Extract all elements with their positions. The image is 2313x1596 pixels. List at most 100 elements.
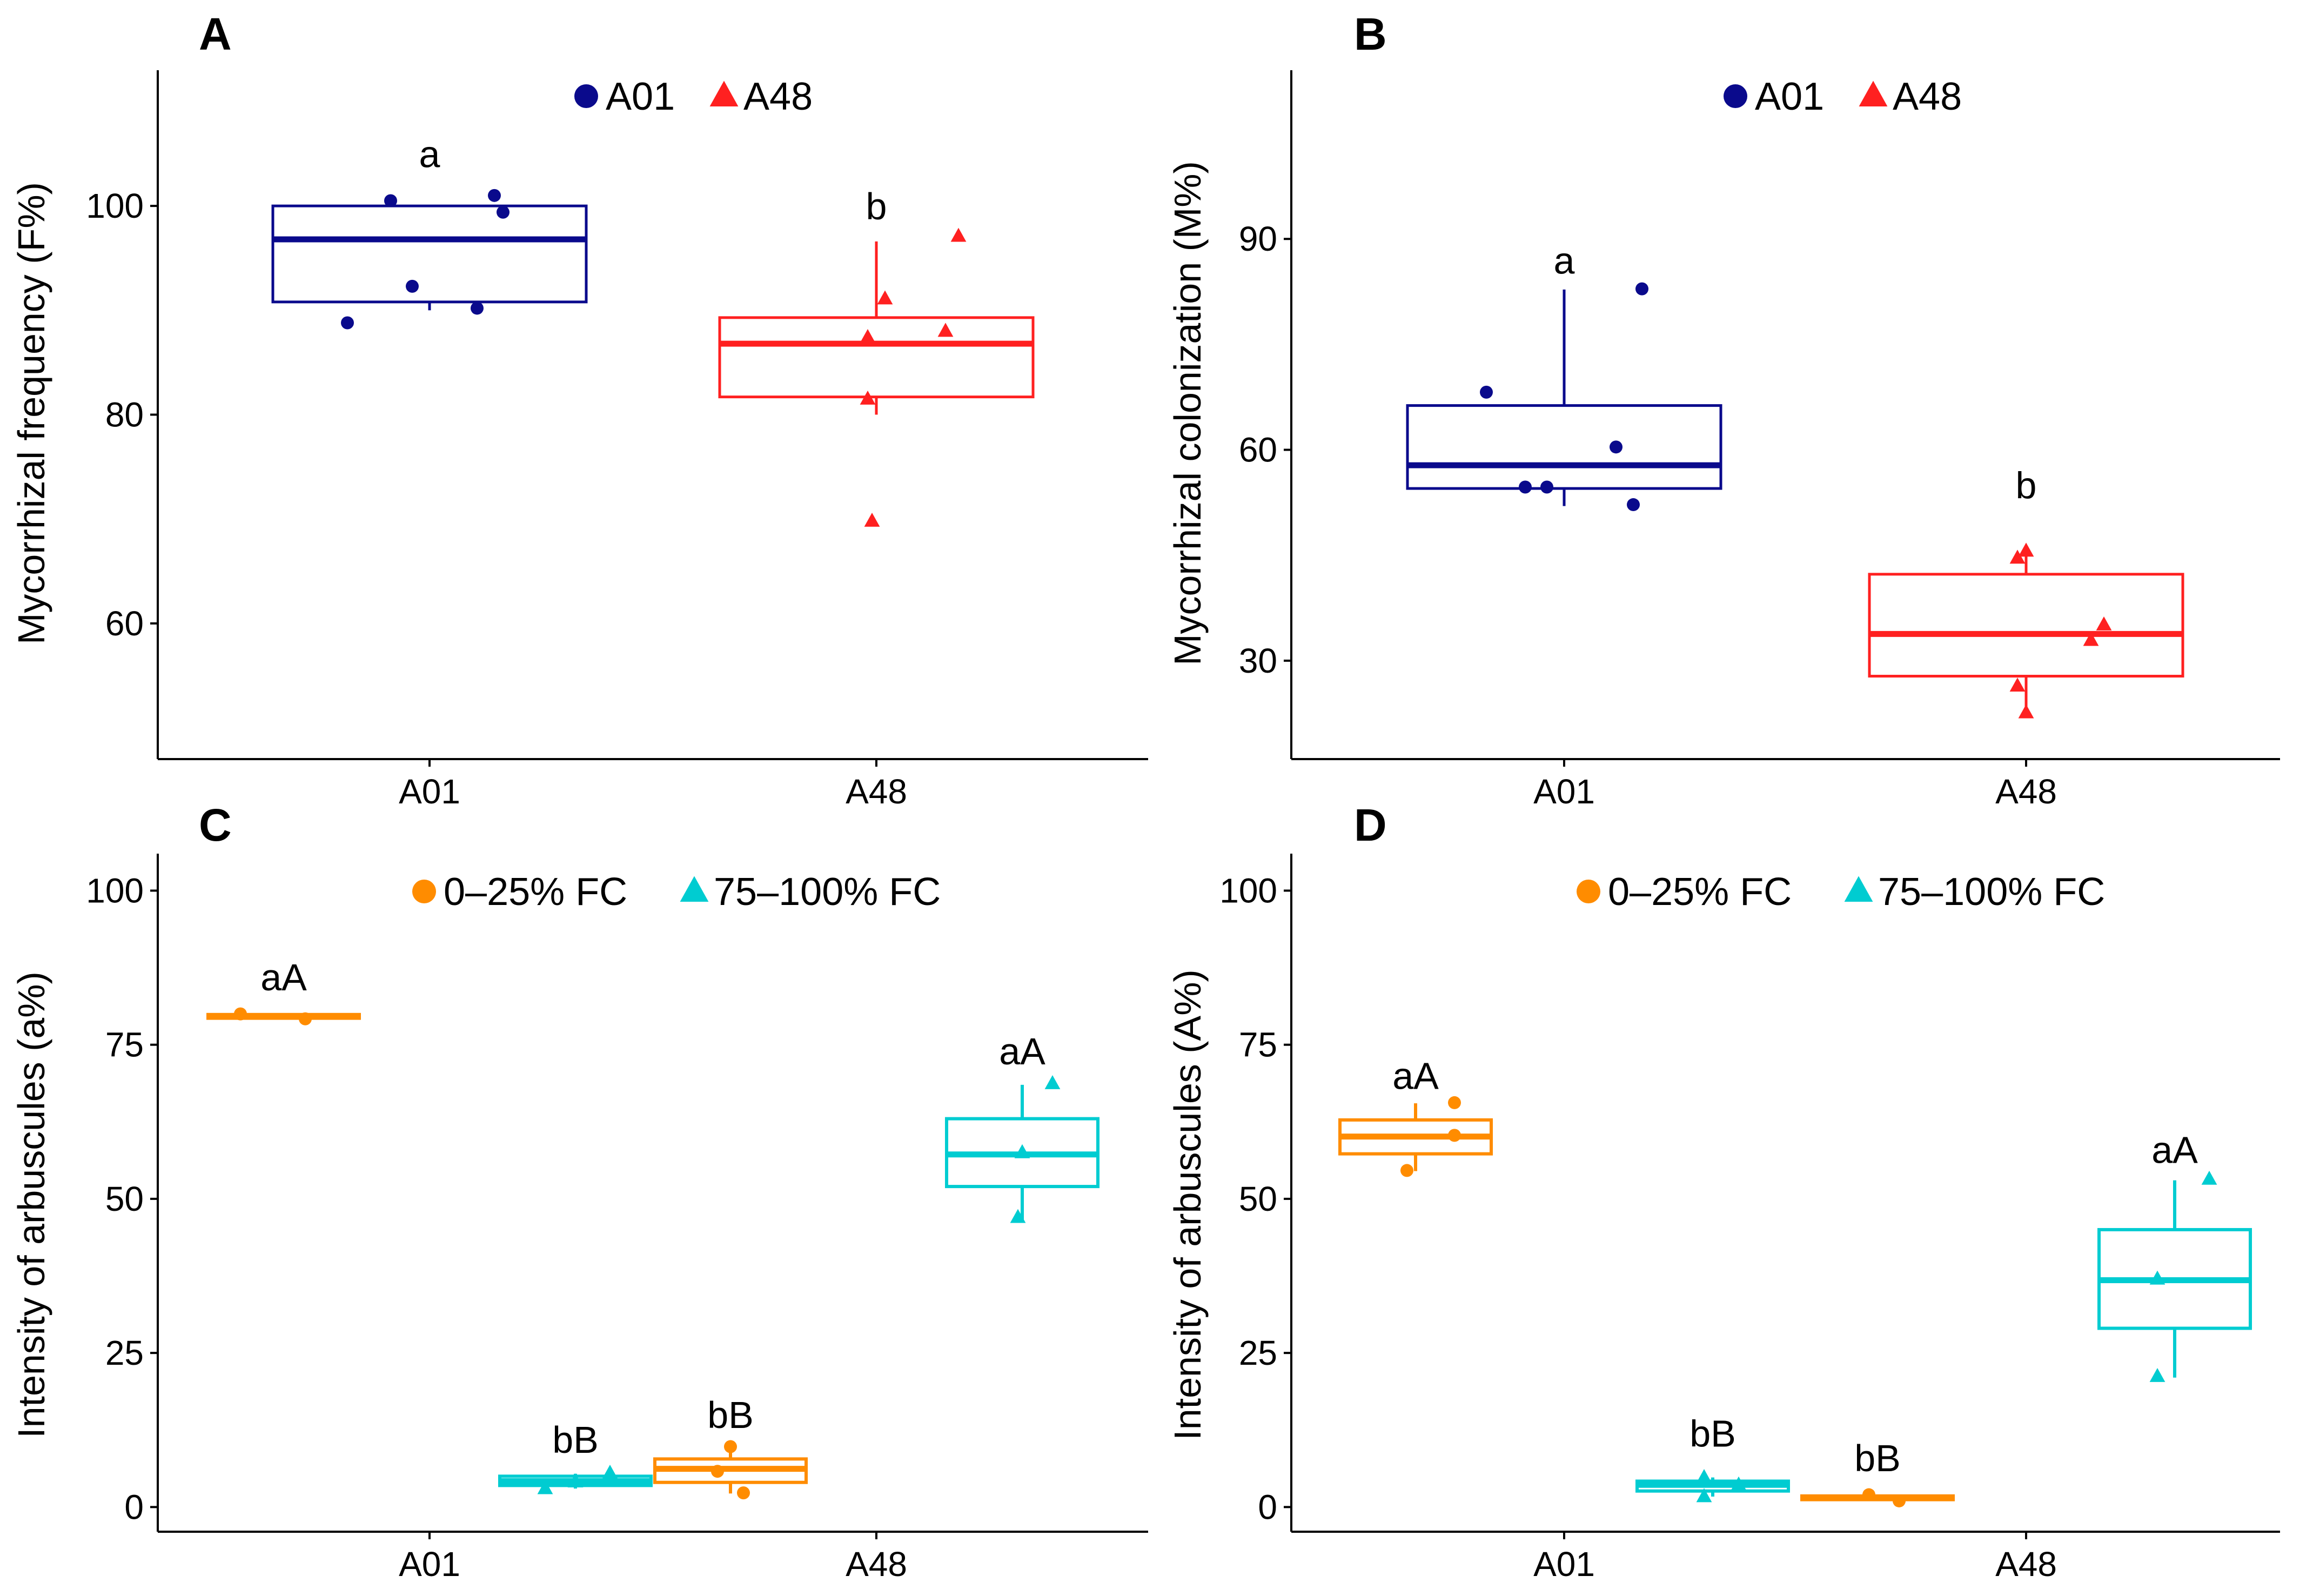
panel-c-box-3: aA	[945, 1030, 1099, 1223]
panel-c-x-tick-label: A01	[399, 1545, 460, 1584]
panel-d-box-2: bB	[1800, 1437, 1955, 1507]
panel-b-data-point	[2009, 678, 2026, 692]
panel-b-legend-item: A01	[1724, 75, 1824, 118]
panel-a-box-body	[718, 316, 1035, 399]
panel-c-legend-marker	[680, 876, 709, 902]
panel-c-box-0: aA	[206, 956, 361, 1025]
panel-b-data-point	[1635, 282, 1648, 296]
panel-c-legend-item: 75–100% FC	[680, 870, 941, 914]
panel-b-box-body	[1406, 404, 1722, 490]
panel-c-data-point	[537, 1480, 553, 1494]
panel-a-data-point	[860, 328, 876, 343]
panel-b: B Mycorrhizal colonization (M%) 30 60 90 A0…	[1166, 9, 2280, 811]
panel-c-data-point	[567, 1473, 584, 1487]
panel-b-x-tick-label: A01	[1533, 772, 1595, 811]
panel-d: D Intensity of arbuscules (A%) 0 25 50 75 10…	[1166, 800, 2280, 1584]
panel-d-significance-label: aA	[1392, 1055, 1439, 1097]
panel-d-data-point	[1448, 1129, 1461, 1142]
panel-d-legend-label: 75–100% FC	[1878, 870, 2105, 914]
panel-a-y-tick-label: 80	[105, 395, 144, 434]
panel-a-data-point	[384, 194, 397, 207]
panel-b-data-point	[1610, 440, 1623, 454]
panel-a-legend-item: A48	[709, 75, 813, 118]
panel-c-data-point	[299, 1012, 312, 1025]
panel-b-data-point	[2083, 632, 2099, 646]
panel-c-y-tick-label: 50	[105, 1179, 144, 1218]
panel-d-data-point	[2149, 1270, 2165, 1285]
panel-a-data-point	[864, 512, 880, 527]
panel-d-legend-item: 0–25% FC	[1577, 870, 1792, 914]
panel-d-legend-marker	[1577, 880, 1600, 903]
panel-a-y-tick-label: 60	[105, 604, 144, 643]
panel-a-y-axis-title: Mycorrhizal frequency (F%)	[10, 182, 52, 645]
panel-a-data-point	[488, 189, 501, 202]
panel-d-x-tick-label: A48	[1995, 1545, 2057, 1584]
panel-a-legend-marker	[574, 84, 598, 108]
panel-d-data-point	[1731, 1476, 1747, 1491]
panel-c-y-tick-label: 25	[105, 1333, 144, 1372]
panel-c-x-tick-label: A48	[846, 1545, 907, 1584]
panel-d-label: D	[1354, 800, 1387, 850]
panel-b-y-tick-label: 60	[1239, 431, 1277, 470]
panel-b-data-point	[1540, 480, 1553, 494]
panel-c-data-point	[711, 1465, 724, 1478]
panel-b-significance-label: b	[2016, 465, 2037, 507]
panel-c: C Intensity of arbuscules (a%) 0 25 50 75 10…	[10, 800, 1148, 1584]
panel-c-y-tick-label: 100	[86, 871, 144, 910]
panel-b-legend-label: A01	[1755, 75, 1824, 118]
panel-d-y-tick-label: 0	[1258, 1487, 1277, 1526]
panel-d-significance-label: bB	[1854, 1437, 1901, 1479]
panel-d-data-point	[1448, 1096, 1461, 1109]
panel-c-significance-label: aA	[999, 1030, 1045, 1072]
panel-b-y-axis-title: Mycorrhizal colonization (M%)	[1166, 161, 1209, 666]
panel-d-data-point	[1696, 1488, 1712, 1503]
panel-c-legend-marker	[412, 880, 436, 903]
panel-d-x-tick-label: A01	[1533, 1545, 1595, 1584]
panel-b-y-tick-label: 90	[1239, 219, 1277, 258]
panel-a-box-body	[271, 204, 588, 304]
panel-c-legend-label: 0–25% FC	[444, 870, 627, 914]
panel-b-data-point	[2096, 616, 2112, 631]
panel-b-data-point	[1480, 385, 1493, 399]
panel-d-y-tick-label: 50	[1239, 1179, 1277, 1218]
panel-c-box-2: bB	[653, 1394, 808, 1500]
panel-c-data-point	[1044, 1075, 1061, 1089]
panel-b-data-point	[2018, 704, 2034, 719]
panel-b-legend-marker	[1724, 84, 1747, 108]
panel-c-data-point	[234, 1007, 247, 1021]
panel-c-data-point	[737, 1486, 750, 1500]
panel-b-data-point	[1627, 498, 1640, 512]
panel-a-data-point	[937, 323, 954, 337]
panel-a-data-point	[950, 227, 967, 242]
panel-b-data-point	[2018, 542, 2034, 557]
panel-d-y-tick-label: 25	[1239, 1333, 1277, 1372]
panel-c-y-tick-label: 0	[124, 1487, 144, 1526]
panel-a-data-point	[860, 390, 876, 405]
panel-a-legend-label: A01	[606, 75, 675, 118]
panel-d-data-point	[2149, 1367, 2165, 1382]
panel-a-box-0: a	[271, 133, 588, 330]
panel-b-significance-label: a	[1554, 239, 1575, 281]
panel-b-box-0: a	[1406, 239, 1722, 512]
panel-c-y-tick-label: 75	[105, 1025, 144, 1064]
panel-b-box-body	[1868, 573, 2184, 678]
panel-a-data-point	[877, 290, 893, 305]
panel-c-significance-label: aA	[260, 956, 307, 998]
panel-c-label: C	[199, 800, 232, 850]
panel-c-data-point	[602, 1465, 618, 1479]
panel-c-legend-item: 0–25% FC	[412, 870, 627, 914]
panel-a-significance-label: b	[866, 185, 887, 227]
panel-a-x-tick-label: A48	[846, 772, 907, 811]
panel-a-data-point	[341, 316, 354, 330]
panel-b-x-tick-label: A48	[1995, 772, 2057, 811]
panel-d-significance-label: bB	[1690, 1412, 1736, 1454]
panel-c-box-1: bB	[498, 1419, 653, 1494]
panel-b-box-1: b	[1868, 465, 2184, 719]
panel-a-box-1: b	[718, 185, 1035, 527]
panel-b-label: B	[1354, 9, 1387, 59]
panel-a-y-tick-label: 100	[86, 186, 144, 225]
panel-c-legend-label: 75–100% FC	[714, 870, 941, 914]
panel-d-legend-marker	[1844, 876, 1873, 902]
panel-a-label: A	[199, 9, 232, 59]
panel-c-data-point	[1014, 1144, 1030, 1158]
